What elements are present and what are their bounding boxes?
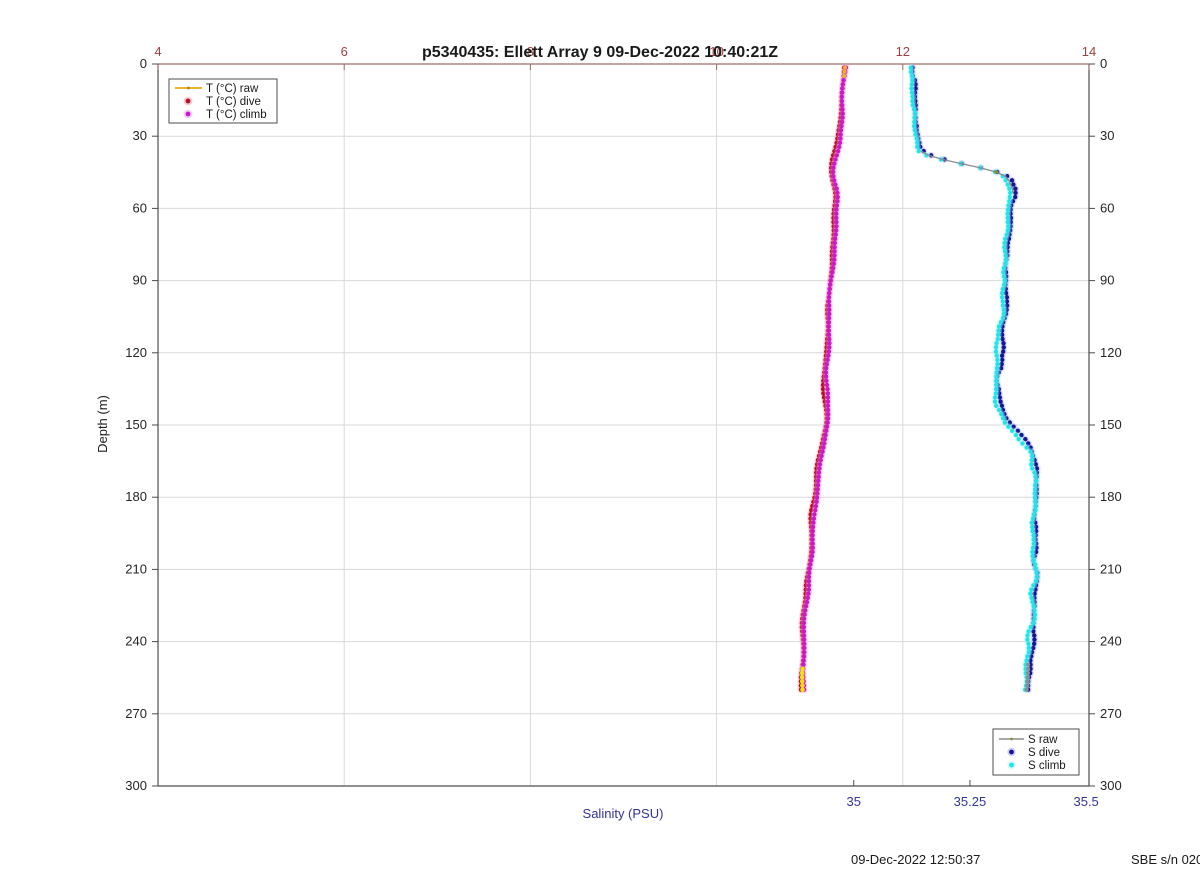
svg-text:30: 30 xyxy=(133,128,147,143)
svg-text:120: 120 xyxy=(125,345,147,360)
svg-text:30: 30 xyxy=(1100,128,1114,143)
svg-text:150: 150 xyxy=(1100,417,1122,432)
svg-text:T (°C) raw: T (°C) raw xyxy=(206,83,259,95)
svg-text:210: 210 xyxy=(1100,561,1122,576)
svg-text:90: 90 xyxy=(133,273,147,288)
svg-text:35.25: 35.25 xyxy=(954,794,987,809)
svg-text:240: 240 xyxy=(1100,634,1122,649)
svg-text:60: 60 xyxy=(1100,200,1114,215)
svg-text:T (°C) climb: T (°C) climb xyxy=(206,109,267,121)
svg-text:270: 270 xyxy=(1100,706,1122,721)
svg-text:S dive: S dive xyxy=(1028,747,1060,759)
svg-text:T (°C) dive: T (°C) dive xyxy=(206,96,261,108)
svg-text:180: 180 xyxy=(1100,489,1122,504)
svg-text:150: 150 xyxy=(125,417,147,432)
svg-text:S raw: S raw xyxy=(1028,734,1058,746)
svg-text:120: 120 xyxy=(1100,345,1122,360)
svg-text:300: 300 xyxy=(1100,778,1122,793)
svg-text:S climb: S climb xyxy=(1028,760,1066,772)
svg-text:90: 90 xyxy=(1100,273,1114,288)
svg-text:240: 240 xyxy=(125,634,147,649)
svg-text:270: 270 xyxy=(125,706,147,721)
svg-text:180: 180 xyxy=(125,489,147,504)
svg-text:300: 300 xyxy=(125,778,147,793)
svg-text:210: 210 xyxy=(125,561,147,576)
svg-text:35.5: 35.5 xyxy=(1073,794,1098,809)
svg-text:35: 35 xyxy=(847,794,861,809)
svg-text:60: 60 xyxy=(133,200,147,215)
